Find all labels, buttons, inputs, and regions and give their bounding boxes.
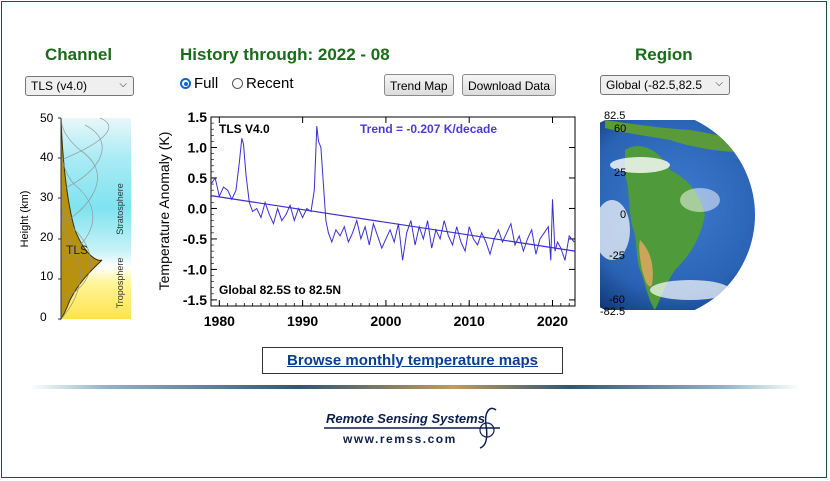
y-tick-label: -1.5: [183, 292, 207, 308]
radio-recent-label: Recent: [246, 75, 294, 92]
footer-divider: [30, 385, 800, 389]
x-tick-label: 1990: [287, 313, 318, 329]
height-tick-20: 20: [40, 230, 54, 244]
chart-region-label: Global 82.5S to 82.5N: [219, 283, 342, 297]
radio-full-label: Full: [194, 75, 219, 92]
browse-maps-link[interactable]: Browse monthly temperature maps: [262, 347, 563, 374]
radio-recent[interactable]: Recent: [232, 75, 294, 92]
chevron-down-icon: ⌵: [715, 78, 723, 89]
globe-lat-label: -82.5: [600, 306, 626, 318]
globe-lat-label: 25: [614, 167, 627, 179]
height-tick-40: 40: [40, 150, 54, 164]
channel-select[interactable]: TLS (v4.0) ⌵: [25, 76, 134, 96]
chevron-down-icon: ⌵: [119, 79, 127, 90]
height-tick-30: 30: [40, 190, 54, 204]
y-tick-label: -1.0: [183, 261, 207, 277]
plot-area: [210, 116, 576, 307]
region-select-value: Global (-82.5,82.5: [606, 78, 703, 92]
y-tick-label: 1.5: [188, 109, 208, 125]
height-tick-50: 50: [40, 111, 54, 125]
height-tick-0: 0: [40, 310, 47, 324]
x-tick-label: 2020: [537, 313, 568, 329]
x-tick-label: 2010: [454, 313, 485, 329]
globe-lat-label: 0: [620, 209, 627, 221]
radio-unchecked-icon: [232, 78, 243, 89]
globe-lat-label: 60: [614, 123, 627, 135]
y-tick-label: 0.0: [188, 200, 208, 216]
y-tick-label: 0.5: [188, 170, 208, 186]
chart-y-axis-label: Temperature Anomaly (K): [156, 131, 172, 291]
y-tick-label: 1.0: [188, 139, 208, 155]
rss-logo-url[interactable]: www.remss.com: [343, 432, 457, 446]
region-heading: Region: [635, 45, 693, 64]
globe-lat-label: 82.5: [604, 110, 626, 122]
chart-title: TLS V4.0: [219, 122, 270, 136]
x-tick-label: 2000: [370, 313, 401, 329]
height-tick-10: 10: [40, 269, 54, 283]
channel-heading: Channel: [45, 45, 113, 64]
y-tick-label: -0.5: [183, 231, 207, 247]
region-select[interactable]: Global (-82.5,82.5 ⌵: [600, 75, 730, 95]
globe-lat-label: -25: [609, 250, 625, 262]
x-tick-label: 1980: [204, 313, 235, 329]
globe-lat-label: -60: [609, 294, 625, 306]
radio-checked-icon: [180, 78, 191, 89]
trend-map-button[interactable]: Trend Map: [384, 74, 454, 96]
radio-full[interactable]: Full: [180, 75, 218, 92]
chart-trend-label: Trend = -0.207 K/decade: [360, 122, 498, 136]
history-heading: History through: 2022 - 08: [180, 45, 390, 64]
download-data-button[interactable]: Download Data: [462, 74, 557, 96]
tls-channel-label: TLS: [66, 243, 89, 257]
trend-line: [210, 195, 576, 252]
rss-logo-name: Remote Sensing Systems: [326, 411, 485, 426]
channel-select-value: TLS (v4.0): [31, 79, 88, 93]
